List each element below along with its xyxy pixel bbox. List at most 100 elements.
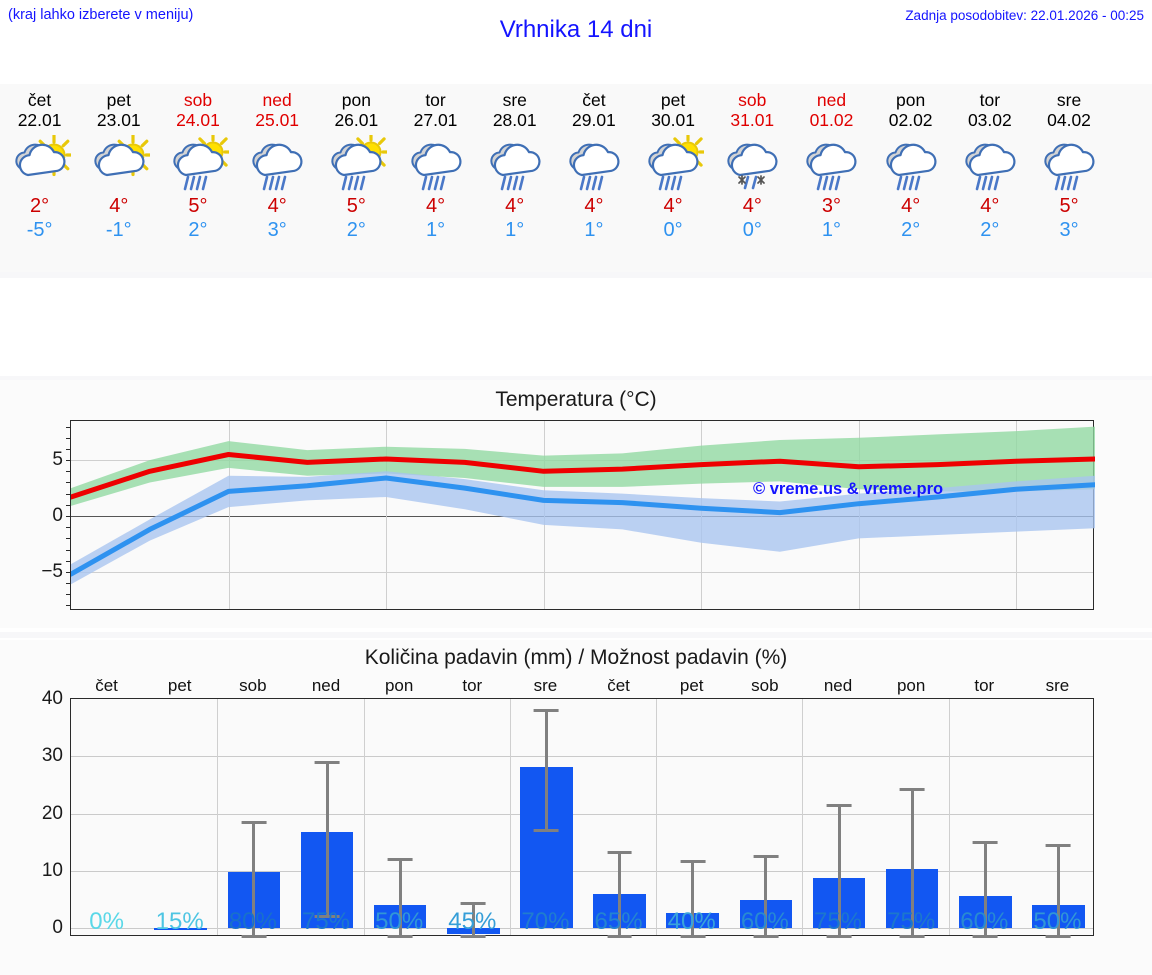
day-temp-max: 4° — [742, 195, 762, 217]
prec-vertical-gridline — [509, 699, 511, 935]
precipitation-probability-label: 60% — [740, 908, 789, 935]
weather-icon-wrap — [876, 134, 946, 192]
day-temp-max: 4° — [505, 195, 525, 217]
prec-y-axis-label: 10 — [41, 860, 63, 882]
precipitation-probability-label: 75% — [887, 908, 936, 935]
day-of-week: pon — [896, 90, 926, 110]
precipitation-probability-label: 70% — [521, 908, 570, 935]
day-column[interactable]: sre 04.02 5° 3° — [1029, 84, 1108, 272]
precipitation-probability-label: 40% — [667, 908, 716, 935]
temp-axis-tick — [66, 605, 71, 607]
day-of-week: sre — [502, 90, 527, 110]
temp-vertical-gridline — [386, 421, 388, 609]
weather-icon-wrap — [401, 134, 471, 192]
temp-panel-divider — [0, 376, 1152, 382]
precipitation-error-bar — [983, 840, 987, 936]
precipitation-error-cap-top — [899, 787, 925, 791]
temp-axis-tick — [66, 527, 71, 529]
watermark-text: © vreme.us & vreme.pro — [753, 480, 944, 498]
day-column[interactable]: čet 29.01 4° 1° — [554, 84, 633, 272]
day-column[interactable]: ned 01.02 3° 1° — [792, 84, 871, 272]
precipitation-error-cap-bottom — [826, 935, 852, 939]
precipitation-error-cap-bottom — [1045, 935, 1071, 939]
day-column[interactable]: čet 22.01 2° -5° — [0, 84, 79, 272]
precipitation-error-bar — [764, 854, 768, 936]
precipitation-error-cap-top — [972, 840, 998, 844]
cloud-rain-icon — [252, 143, 303, 191]
day-date: 26.01 — [334, 110, 379, 130]
prec-vertical-gridline — [363, 699, 365, 935]
day-column[interactable]: pon 02.02 4° 2° — [871, 84, 950, 272]
day-of-week: ned — [262, 90, 292, 110]
precipitation-error-cap-bottom — [607, 935, 632, 939]
temp-axis-tick — [66, 448, 71, 450]
temperature-chart-title: Temperatura (°C) — [495, 388, 657, 411]
daily-forecast-strip: čet 22.01 2° -5° pet 23.01 4° -1° sob 24.01 5° 2° ne… — [0, 84, 1152, 272]
day-date: 31.01 — [730, 110, 775, 130]
cloud-rain-icon — [490, 143, 541, 191]
precipitation-error-cap-bottom — [972, 935, 998, 939]
temperature-line — [71, 452, 1095, 500]
day-column[interactable]: ned 25.01 4° 3° — [238, 84, 317, 272]
menu-hint-text: (kraj lahko izberete v meniju) — [8, 7, 194, 23]
page-title: Vrhnika 14 dni — [499, 16, 653, 43]
precipitation-error-cap-top — [826, 803, 852, 807]
day-of-week: čet — [582, 90, 606, 110]
prec-day-label: sob — [751, 676, 779, 695]
day-temp-min: 1° — [425, 219, 446, 241]
day-column[interactable]: pon 26.01 5° 2° — [317, 84, 396, 272]
temperature-range-band — [71, 471, 1095, 585]
prec-day-label: pon — [384, 676, 414, 695]
last-updated-text: Zadnja posodobitev: 22.01.2026 - 00:25 — [905, 8, 1144, 23]
cloud-rain-icon — [569, 143, 620, 191]
cloud-rain-icon — [806, 143, 857, 191]
precipitation-probability-label: 50% — [1033, 908, 1082, 935]
day-date: 22.01 — [17, 110, 62, 130]
prec-day-label: tor — [974, 676, 995, 695]
day-date: 03.02 — [967, 110, 1012, 130]
precipitation-error-cap-top — [460, 902, 486, 906]
day-column[interactable]: pet 30.01 4° 0° — [634, 84, 713, 272]
day-temp-min: 0° — [663, 219, 683, 241]
day-temp-max: 3° — [821, 195, 842, 217]
day-column[interactable]: pet 23.01 4° -1° — [79, 84, 158, 272]
precipitation-error-cap-top — [241, 820, 267, 824]
weather-icon-wrap — [5, 134, 75, 192]
page-header: (kraj lahko izberete v meniju) Vrhnika 1… — [0, 0, 1152, 56]
temp-y-axis-label: 5 — [52, 449, 63, 471]
precipitation-error-cap-bottom — [899, 935, 925, 939]
day-temp-max: 4° — [663, 195, 683, 217]
day-temp-max: 4° — [901, 195, 921, 217]
day-temp-min: -1° — [105, 219, 132, 241]
day-column[interactable]: tor 03.02 4° 2° — [950, 84, 1029, 272]
temp-axis-tick — [66, 516, 71, 517]
prec-vertical-gridline — [217, 699, 219, 935]
temperature-plot-area: −5 0 5 © vreme.us & vreme.pro — [41, 420, 1095, 610]
day-column[interactable]: tor 27.01 4° 1° — [396, 84, 475, 272]
day-of-week: sre — [1056, 90, 1082, 110]
precipitation-error-cap-top — [1045, 844, 1071, 848]
precipitation-error-bar — [325, 760, 329, 915]
temp-vertical-gridline — [228, 421, 230, 609]
prec-y-axis-label: 0 — [52, 917, 63, 939]
day-column[interactable]: sob 31.01 4° 0° — [713, 84, 792, 272]
prec-day-label: čet — [95, 676, 118, 695]
day-column[interactable]: sob 24.01 5° 2° — [158, 84, 237, 272]
day-temp-max: 4° — [980, 195, 1000, 217]
weather-icon-wrap — [559, 134, 629, 192]
day-column[interactable]: sre 28.01 4° 1° — [475, 84, 554, 272]
precipitation-error-bar — [471, 902, 475, 936]
temperature-series-svg — [71, 426, 1095, 585]
precipitation-error-bar — [544, 708, 548, 829]
prec-y-axis-label: 30 — [41, 745, 63, 767]
day-temp-max: 4° — [425, 195, 446, 217]
prec-day-label: ned — [311, 676, 341, 695]
day-temp-max: 5° — [1059, 195, 1079, 217]
prec-day-label: čet — [607, 676, 630, 695]
temp-axis-tick — [66, 560, 71, 562]
precipitation-error-bar — [691, 860, 695, 936]
day-date: 24.01 — [176, 110, 220, 130]
day-date: 30.01 — [651, 110, 695, 130]
temperature-chart-panel: Temperatura (°C) −5 0 5 © vreme.us & vreme.… — [0, 380, 1152, 628]
temperature-line — [71, 475, 1095, 577]
